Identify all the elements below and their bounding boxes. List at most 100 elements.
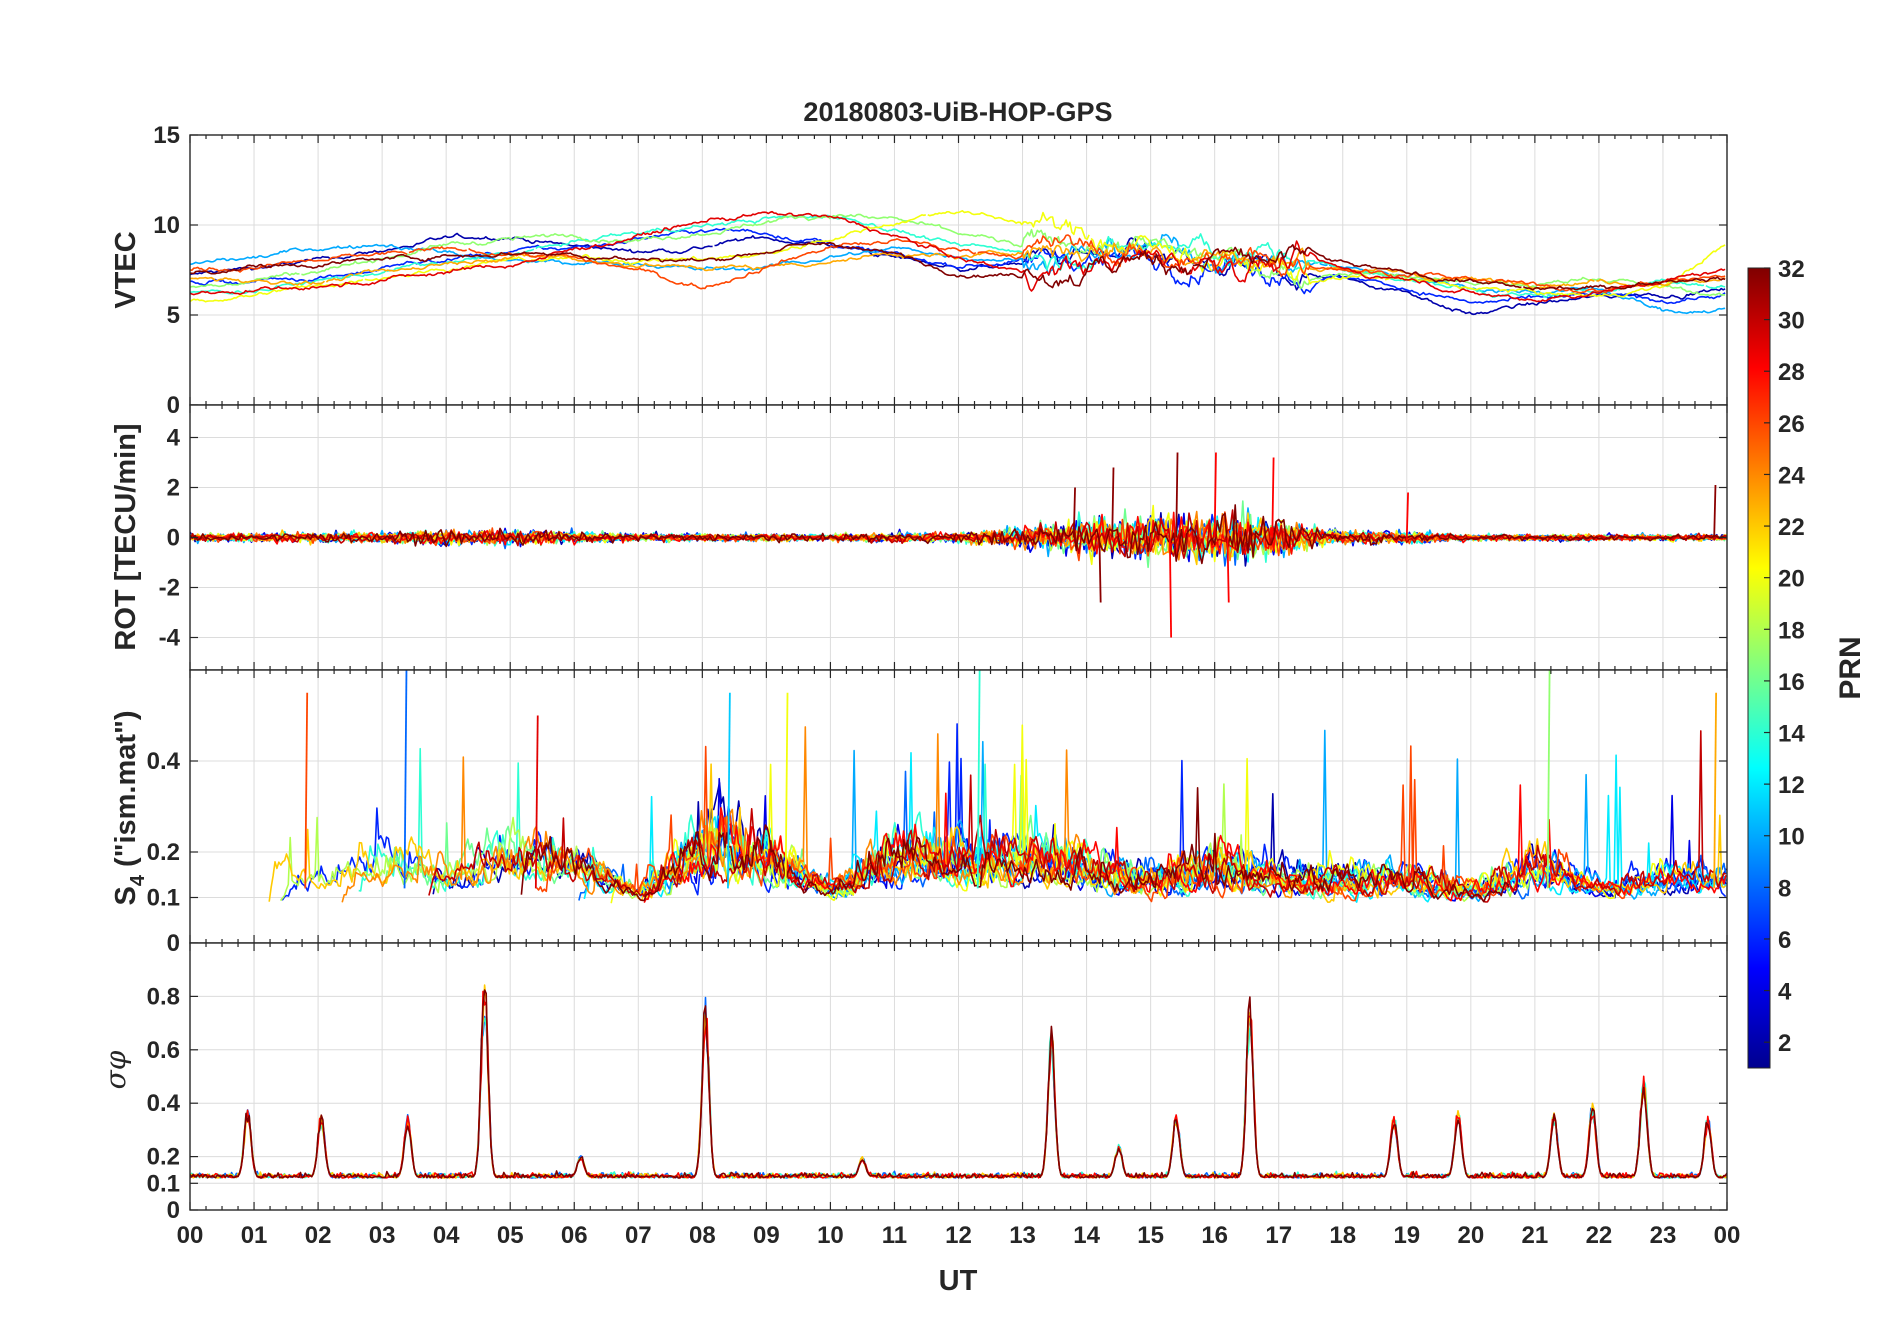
s4-y-tick-label: 0.4 (147, 748, 181, 775)
sigma_phi-traces (190, 984, 1727, 1179)
x-tick-label: 13 (1009, 1222, 1036, 1249)
x-tick-label: 09 (753, 1222, 780, 1249)
x-tick-label: 22 (1586, 1222, 1613, 1249)
rot-ylabel: ROT [TECU/min] (110, 423, 142, 650)
vtec-y-tick-label: 5 (167, 302, 180, 329)
s4-peak (1713, 692, 1718, 889)
x-tick-label: 05 (497, 1222, 524, 1249)
colorbar-tick-label: 26 (1778, 411, 1805, 438)
colorbar-tick-label: 20 (1778, 566, 1805, 593)
vtec-series-prn-29 (190, 210, 1726, 303)
x-axis-label: UT (939, 1265, 978, 1297)
sigma-phi-panel: 00.10.2 0.4 0.6 0.8 (147, 942, 1728, 1224)
s4-peak (784, 692, 789, 889)
vtec-panel: 0 5 10 15 (153, 122, 1728, 419)
x-tick-label: 08 (689, 1222, 716, 1249)
s4-ylabel-rest: ("ism.mat") (110, 711, 142, 875)
s4-panel: 0 0.1 0.2 0.4 (147, 669, 1728, 957)
x-tick-label: 14 (1073, 1222, 1100, 1249)
rot-y-tick-label: 4 (167, 425, 181, 452)
s4-series-prn-30 (428, 730, 1726, 903)
s4-peak (534, 715, 539, 889)
sigma_phi-y-tick-label: 0.2 (147, 1144, 180, 1171)
colorbar-tick-label: 22 (1778, 514, 1805, 541)
rot-peak (1226, 537, 1230, 603)
sigma-phi-series-prn-32 (190, 989, 1727, 1179)
colorbar-tick-label: 8 (1778, 875, 1791, 902)
rot-peak (1271, 457, 1275, 538)
s4-peak (976, 670, 981, 889)
rot-y-tick-label: -4 (159, 625, 181, 652)
x-tick-label: 16 (1201, 1222, 1228, 1249)
x-tick-labels: 00 01 02 03 04 05 06 07 08 09 10 11 12 13 14 15 16 17 18 19… (177, 1222, 1741, 1249)
sigma_phi-y-tick-label: 0.1 (147, 1170, 180, 1197)
s4-ylabel: S4 ("ism.mat") (110, 711, 149, 906)
x-tick-label: 18 (1329, 1222, 1356, 1249)
x-tick-label: 21 (1522, 1222, 1549, 1249)
x-tick-label: 10 (817, 1222, 844, 1249)
sigma-phi-ylabel: σφ (99, 1050, 132, 1089)
x-tick-label: 03 (369, 1222, 396, 1249)
rot-peak (1111, 467, 1115, 538)
colorbar-tick-label: 16 (1778, 669, 1805, 696)
colorbar-tick-label: 2 (1778, 1030, 1791, 1057)
rot-peak (1072, 487, 1076, 538)
rot-panel: -4 -2 0 2 4 (159, 404, 1728, 671)
colorbar-bar (1747, 267, 1771, 1069)
colorbar-tick-label: 32 (1778, 256, 1805, 283)
rot-peak (1405, 492, 1409, 538)
colorbar-tick-label: 28 (1778, 359, 1805, 386)
colorbar-tick-label: 6 (1778, 927, 1791, 954)
colorbar-tick-label: 14 (1778, 721, 1805, 748)
colorbar-tick-label: 18 (1778, 617, 1805, 644)
rot-peak (1175, 452, 1179, 538)
colorbar-tick-label: 12 (1778, 772, 1805, 799)
rot-peak (1098, 537, 1102, 603)
s4-y-tick-label: 0.2 (147, 839, 180, 866)
x-tick-label: 23 (1650, 1222, 1677, 1249)
rot-peak (1168, 537, 1173, 638)
vtec-ylabel: VTEC (110, 231, 142, 308)
s4-peak (1546, 670, 1551, 889)
s4-ylabel-sub: 4 (127, 874, 149, 886)
vtec-y-tick-label: 15 (153, 122, 180, 149)
x-tick-label: 04 (433, 1222, 460, 1249)
colorbar-label: PRN (1834, 636, 1867, 699)
s4-series-prn-28 (643, 784, 1727, 903)
sigma_phi-y-tick-label: 0.8 (147, 983, 180, 1010)
x-tick-label: 19 (1393, 1222, 1420, 1249)
rot-peak (1713, 484, 1717, 538)
vtec-series-prn-26 (190, 234, 1726, 294)
colorbar-tick-label: 10 (1778, 824, 1805, 851)
sigma_phi-y-tick-label: 0.6 (147, 1037, 180, 1064)
x-tick-label: 07 (625, 1222, 652, 1249)
vtec-traces (190, 210, 1726, 316)
rot-series-prn-32 (190, 504, 1727, 565)
rot-y-tick-label: 0 (167, 525, 180, 552)
vtec-y-tick-label: 10 (153, 212, 180, 239)
x-tick-label: 01 (241, 1222, 268, 1249)
s4-peak (403, 670, 408, 889)
s4-ylabel-main: S (110, 886, 142, 905)
rot-peak (1213, 452, 1217, 538)
x-tick-label: 20 (1457, 1222, 1484, 1249)
vtec-series-prn-23 (190, 242, 1726, 290)
colorbar-tick-label: 24 (1778, 462, 1805, 489)
rot-traces (190, 452, 1727, 638)
colorbar-tick-label: 30 (1778, 308, 1805, 335)
sigma_phi-y-tick-label: 0 (167, 1197, 180, 1224)
colorbar-tick-label: 4 (1778, 979, 1792, 1006)
x-tick-label: 15 (1137, 1222, 1164, 1249)
x-tick-label: 00 (1714, 1222, 1741, 1249)
s4-traces (268, 670, 1727, 904)
rot-y-tick-label: 2 (167, 475, 180, 502)
s4-series-prn-32 (520, 787, 1510, 903)
x-tick-label: 17 (1265, 1222, 1292, 1249)
x-tick-label: 12 (945, 1222, 972, 1249)
x-tick-label: 06 (561, 1222, 588, 1249)
chart-title: 20180803-UiB-HOP-GPS (803, 97, 1112, 127)
s4-y-tick-label: 0 (167, 930, 180, 957)
rot-y-tick-label: -2 (159, 575, 180, 602)
